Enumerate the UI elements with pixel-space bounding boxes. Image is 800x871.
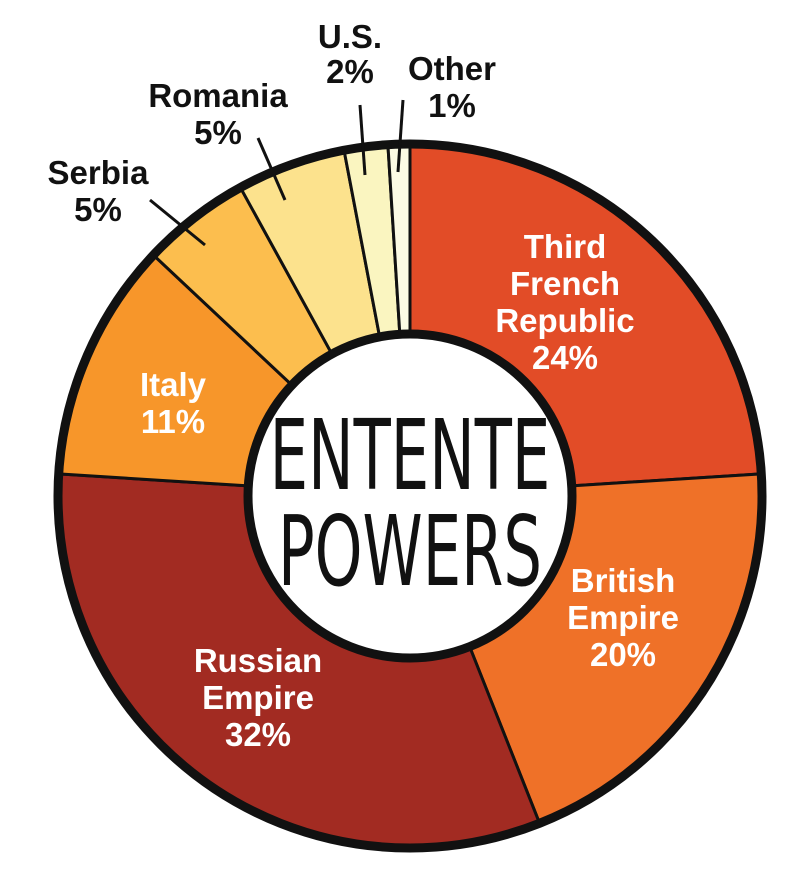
center-disc bbox=[243, 329, 577, 663]
leader-line-serbia bbox=[149, 198, 206, 247]
slice-label-serbia: Serbia 5% bbox=[48, 154, 150, 228]
slice-labels: Third French Republic 24%British Empire 20%Ru… bbox=[48, 18, 679, 753]
leader-line-romania bbox=[256, 137, 287, 201]
leader-lines bbox=[149, 99, 405, 247]
slice-name-line: Serbia bbox=[48, 154, 150, 191]
slice-name-line: Republic bbox=[495, 302, 634, 339]
leader-line-u-s bbox=[358, 104, 367, 176]
slice-label-third-french-republic: Third French Republic 24% bbox=[495, 228, 634, 376]
slice-label-u-s: U.S. 2% bbox=[318, 18, 382, 90]
slice-percent: 24% bbox=[532, 339, 598, 376]
slice-name-line: Russian bbox=[194, 642, 322, 679]
slice-name-line: Empire bbox=[567, 599, 679, 636]
slice-name-line: Third bbox=[524, 228, 606, 265]
slice-label-italy: Italy 11% bbox=[140, 366, 207, 440]
slice-percent: 20% bbox=[590, 636, 656, 673]
slice-percent: 5% bbox=[74, 191, 122, 228]
leader-line-other bbox=[396, 99, 405, 173]
center-label-line-2: POWERS bbox=[278, 496, 542, 609]
center-label-line-1: ENTENTE bbox=[270, 400, 551, 513]
slice-percent: 1% bbox=[428, 87, 476, 124]
slice-label-british-empire: British Empire 20% bbox=[567, 562, 679, 673]
slice-name-line: U.S. bbox=[318, 18, 382, 55]
slice-name-line: Italy bbox=[140, 366, 207, 403]
slice-percent: 32% bbox=[225, 716, 291, 753]
slice-name-line: Empire bbox=[202, 679, 314, 716]
slice-percent: 2% bbox=[326, 53, 374, 90]
slice-percent: 11% bbox=[141, 403, 205, 440]
slice-label-other: Other 1% bbox=[408, 50, 496, 124]
donut-outer-outline bbox=[53, 139, 767, 853]
slice-percent: 5% bbox=[194, 114, 242, 151]
slice-name-line: French bbox=[510, 265, 620, 302]
slice-name-line: British bbox=[571, 562, 676, 599]
slice-label-romania: Romania 5% bbox=[148, 77, 288, 151]
slice-label-russian-empire: Russian Empire 32% bbox=[194, 642, 322, 753]
slice-name-line: Other bbox=[408, 50, 496, 87]
slice-name-line: Romania bbox=[148, 77, 288, 114]
